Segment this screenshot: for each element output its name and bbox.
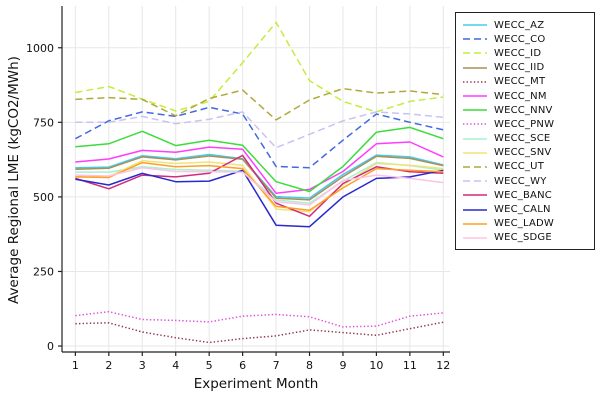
legend-line-swatch [463, 222, 487, 225]
legend-line-swatch [463, 237, 487, 239]
series-line-wecc_ut [75, 87, 444, 121]
legend-label: WECC_SNV [494, 147, 552, 159]
x-tick-label: 6 [239, 359, 246, 372]
legend: WECC_AZ WECC_CO WECC_ID WECC_IID WECC_MT WECC… [455, 12, 595, 250]
legend-label: WECC_UT [494, 161, 544, 173]
legend-line-swatch [463, 137, 487, 140]
legend-item-wecc_nm: WECC_NM [462, 89, 588, 103]
y-tick-label: 750 [33, 116, 54, 129]
legend-label: WECC_AZ [494, 19, 545, 31]
legend-line-swatch [463, 123, 487, 126]
legend-item-wecc_mt: WECC_MT [462, 75, 588, 89]
legend-item-wec_ladw: WEC_LADW [462, 217, 588, 231]
legend-item-wecc_pnw: WECC_PNW [462, 117, 588, 131]
x-tick-label: 10 [369, 359, 383, 372]
legend-item-wec_sdge: WEC_SDGE [462, 231, 588, 245]
series-line-wecc_mt [75, 321, 444, 344]
legend-label: WECC_WY [494, 175, 547, 187]
y-tick-label: 250 [33, 265, 54, 278]
series-line-wecc_pnw [75, 310, 444, 328]
legend-label: WECC_CO [494, 33, 546, 45]
legend-line-swatch [463, 81, 487, 83]
x-axis-label: Experiment Month [193, 376, 319, 392]
x-tick-label: 7 [273, 359, 280, 372]
legend-item-wecc_id: WECC_ID [462, 46, 588, 60]
legend-label: WECC_MT [494, 76, 546, 88]
legend-label: WEC_SDGE [494, 232, 552, 244]
legend-item-wec_caln: WEC_CALN [462, 202, 588, 216]
x-tick-label: 12 [436, 359, 450, 372]
legend-label: WECC_NM [494, 90, 547, 102]
legend-line-swatch [463, 151, 487, 154]
x-tick-label: 9 [339, 359, 346, 372]
legend-label: WECC_NNV [494, 104, 553, 116]
legend-label: WECC_SCE [494, 133, 551, 145]
legend-line-swatch [463, 109, 487, 112]
legend-line-swatch [463, 166, 487, 168]
x-tick-label: 2 [105, 359, 112, 372]
x-tick-label: 5 [206, 359, 213, 372]
legend-label: WECC_IID [494, 62, 545, 74]
series-line-wecc_wy [75, 111, 444, 149]
legend-item-wec_banc: WEC_BANC [462, 188, 588, 202]
legend-item-wecc_iid: WECC_IID [462, 61, 588, 75]
x-tick-label: 11 [403, 359, 417, 372]
legend-item-wecc_nnv: WECC_NNV [462, 103, 588, 117]
series-line-wec_banc [75, 154, 444, 218]
legend-line-swatch [463, 66, 487, 69]
legend-label: WECC_PNW [494, 118, 555, 130]
legend-line-swatch [463, 194, 487, 197]
y-tick-label: 0 [47, 340, 54, 353]
legend-label: WEC_LADW [494, 218, 555, 230]
series-line-wecc_nm [75, 141, 444, 195]
legend-item-wecc_sce: WECC_SCE [462, 132, 588, 146]
legend-label: WECC_ID [494, 47, 542, 59]
series-line-wec_sdge [75, 166, 444, 206]
legend-item-wecc_snv: WECC_SNV [462, 146, 588, 160]
legend-item-wecc_co: WECC_CO [462, 32, 588, 46]
x-tick-label: 1 [72, 359, 79, 372]
legend-line-swatch [463, 180, 487, 182]
series-line-wecc_nnv [75, 126, 444, 193]
series-line-wecc_id [75, 21, 444, 113]
legend-line-swatch [463, 208, 487, 211]
x-tick-label: 3 [139, 359, 146, 372]
legend-label: WEC_BANC [494, 189, 552, 201]
series-line-wecc_co [75, 106, 444, 169]
x-tick-label: 4 [172, 359, 179, 372]
legend-line-swatch [463, 95, 487, 97]
legend-line-swatch [463, 38, 487, 41]
y-tick-label: 1000 [26, 42, 54, 55]
legend-line-swatch [463, 24, 487, 26]
legend-item-wecc_az: WECC_AZ [462, 18, 588, 32]
x-tick-label: 8 [306, 359, 313, 372]
legend-item-wecc_ut: WECC_UT [462, 160, 588, 174]
legend-line-swatch [463, 52, 487, 55]
series-line-wec_caln [75, 169, 444, 228]
legend-item-wecc_wy: WECC_WY [462, 174, 588, 188]
legend-label: WEC_CALN [494, 204, 551, 216]
y-tick-label: 500 [33, 191, 54, 204]
